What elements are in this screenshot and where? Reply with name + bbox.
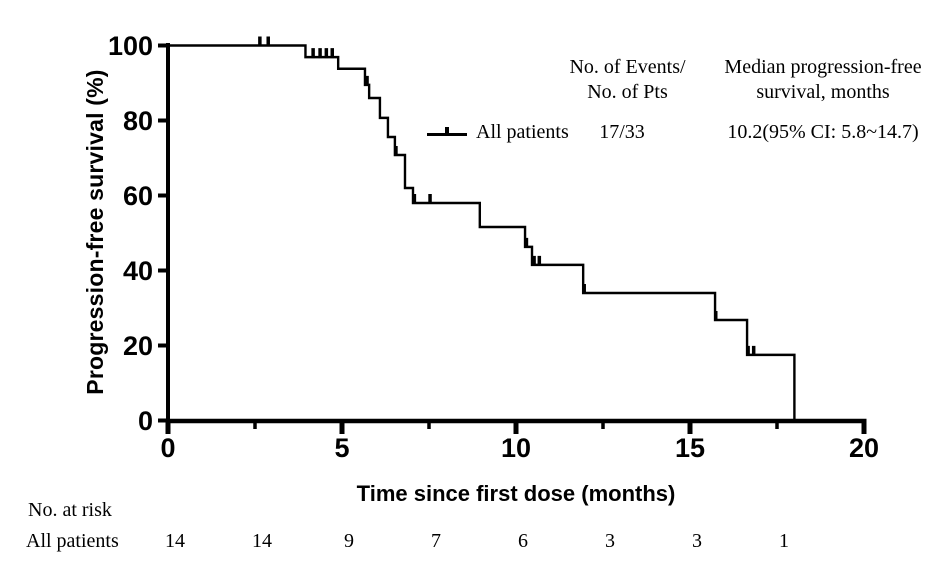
x-tick-label: 0 [160, 433, 175, 463]
risk-count: 14 [165, 530, 185, 552]
risk-count: 1 [779, 530, 789, 552]
y-tick-label: 80 [123, 106, 153, 136]
legend-header-events: No. of Events/ No. of Pts [545, 55, 710, 105]
y-tick-label: 60 [123, 181, 153, 211]
risk-count: 3 [605, 530, 615, 552]
risk-row-label: All patients [26, 530, 119, 552]
x-tick-label: 20 [849, 433, 879, 463]
y-tick-label: 100 [108, 31, 153, 61]
risk-count: 7 [431, 530, 441, 552]
legend-entry-label: All patients [476, 121, 569, 143]
y-tick-label: 20 [123, 331, 153, 361]
legend-entry-median: 10.2(95% CI: 5.8~14.7) [727, 121, 919, 143]
risk-counts-row: 14 14 9 7 6 3 3 1 [0, 530, 931, 556]
survival-curve [168, 44, 796, 421]
risk-count: 3 [692, 530, 702, 552]
censor-marker-icon [427, 127, 467, 136]
legend-header-median-line2: survival, months [756, 81, 890, 103]
x-tick-label: 5 [334, 433, 349, 463]
legend-header-median-line1: Median progression-free [724, 56, 922, 78]
y-axis-title: Progression-free survival (%) [82, 69, 108, 395]
legend-entry-events: 17/33 [599, 121, 645, 143]
y-tick-label: 0 [138, 406, 153, 436]
legend-header-median: Median progression-free survival, months [700, 55, 931, 105]
risk-count: 14 [252, 530, 272, 552]
legend-header-events-line1: No. of Events/ [569, 56, 686, 78]
risk-count: 6 [518, 530, 528, 552]
y-tick-label: 40 [123, 256, 153, 286]
risk-count: 9 [344, 530, 354, 552]
x-axis-title: Time since first dose (months) [356, 481, 676, 506]
x-tick-label: 15 [675, 433, 705, 463]
risk-table-title: No. at risk [28, 499, 112, 521]
legend-header-events-line2: No. of Pts [587, 81, 668, 103]
x-tick-label: 10 [501, 433, 531, 463]
